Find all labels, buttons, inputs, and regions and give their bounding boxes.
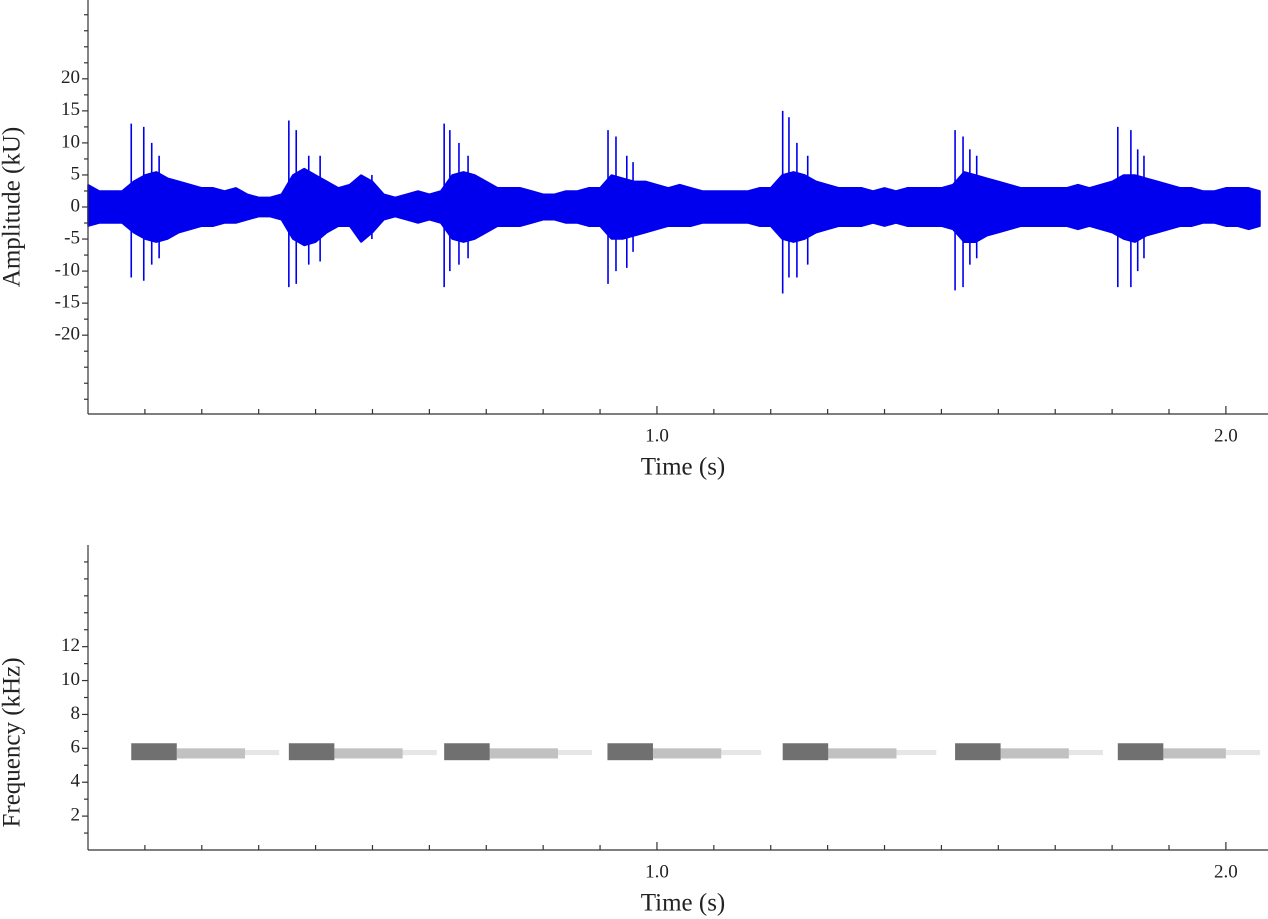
y-tick-label: 8	[71, 703, 81, 724]
spectrogram-cell	[489, 748, 558, 759]
x-tick-label: 1.0	[645, 861, 669, 882]
spectrogram-cell	[782, 743, 829, 761]
x-tick-label: 2.0	[1214, 425, 1238, 446]
y-tick-label: 0	[71, 195, 81, 216]
y-axis-label: Frequency (kHz)	[0, 657, 26, 827]
x-tick-label: 2.0	[1214, 861, 1238, 882]
y-tick-label: 5	[71, 163, 81, 184]
y-tick-label: 4	[71, 771, 81, 792]
y-tick-label: 15	[61, 99, 80, 120]
spectrogram-cell	[245, 750, 280, 756]
spectrogram-cell	[1117, 743, 1164, 761]
y-tick-label: 20	[61, 67, 80, 88]
spectrogram-cell	[557, 750, 593, 756]
y-tick-label: 2	[71, 804, 81, 825]
spectrogram-cell	[444, 743, 490, 761]
spectrogram-cell	[334, 748, 403, 759]
waveform-area	[87, 206, 1261, 247]
waveform-area	[87, 167, 1261, 208]
spectrogram-cell	[896, 750, 937, 756]
y-tick-label: 10	[61, 669, 80, 690]
spectrogram-cell	[828, 748, 897, 759]
y-tick-label: 10	[61, 131, 80, 152]
spectrogram-cell	[1000, 748, 1069, 759]
y-tick-label: -15	[55, 291, 80, 312]
spectrogram-cell	[1225, 750, 1261, 756]
x-axis-label: Time (s)	[641, 454, 726, 481]
spectrogram-cell	[1163, 748, 1226, 759]
spectrogram-cell	[1068, 750, 1104, 756]
spectrogram-cell	[131, 743, 177, 761]
spectrogram-cell	[607, 743, 653, 761]
spectrogram-cell	[955, 743, 1001, 761]
spectrogram-cell	[652, 748, 722, 759]
spectrogram-cell	[721, 750, 762, 756]
spectrogram-cell	[176, 748, 246, 759]
y-axis-label: Amplitude (kU)	[0, 127, 26, 287]
y-tick-label: 12	[61, 635, 80, 656]
y-tick-label: 6	[71, 737, 81, 758]
spectrogram-cell	[288, 743, 335, 761]
x-axis-label: Time (s)	[641, 890, 726, 917]
y-tick-label: -5	[64, 227, 80, 248]
y-tick-label: -10	[55, 259, 80, 280]
y-tick-label: -20	[55, 324, 80, 345]
spectrogram-cell	[402, 750, 437, 756]
x-tick-label: 1.0	[645, 425, 669, 446]
